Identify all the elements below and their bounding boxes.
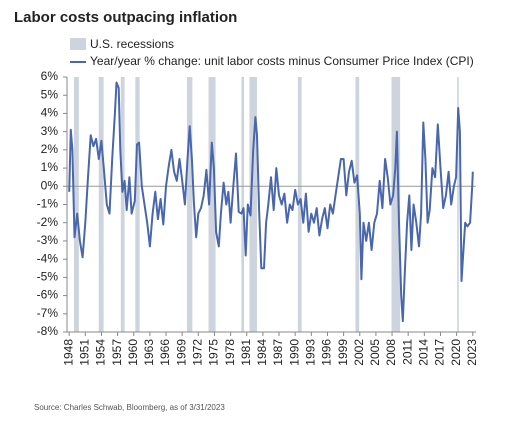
x-tick-label: 1951 (77, 339, 91, 366)
x-tick-label: 1966 (158, 339, 172, 366)
x-tick-label: 2008 (384, 339, 398, 366)
x-tick-label: 1984 (255, 339, 269, 366)
recession-band (297, 77, 302, 332)
y-tick-label: 1% (41, 160, 59, 174)
y-tick-label: 3% (41, 124, 59, 138)
x-tick-label: 2023 (465, 339, 479, 366)
y-tick-label: 6% (41, 69, 59, 83)
x-tick-label: 1969 (174, 339, 188, 366)
x-tick-label: 2020 (449, 339, 463, 366)
x-tick-label: 1990 (287, 339, 301, 366)
recession-band (241, 77, 245, 332)
y-tick-label: 2% (41, 142, 59, 156)
legend-series-label: Year/year % change: unit labor costs min… (90, 54, 474, 68)
recession-band (355, 77, 360, 332)
y-tick-label: -8% (37, 324, 59, 338)
x-tick-label: 1957 (110, 339, 124, 366)
x-tick-label: 1948 (61, 339, 75, 366)
recession-band (187, 77, 193, 332)
x-tick-label: 2005 (368, 339, 382, 366)
x-tick-label: 1954 (94, 339, 108, 366)
y-tick-label: -4% (37, 251, 59, 265)
recession-band (391, 77, 401, 332)
recession-band (135, 77, 140, 332)
y-tick-label: 4% (41, 106, 59, 120)
recession-band (249, 77, 257, 332)
x-tick-label: 2002 (352, 339, 366, 366)
x-tick-label: 1963 (142, 339, 156, 366)
series-line (68, 81, 474, 323)
recession-band (457, 77, 459, 332)
x-tick-label: 1993 (303, 339, 317, 366)
y-tick-label: -6% (37, 288, 59, 302)
chart-title: Labor costs outpacing inflation (14, 9, 237, 26)
x-tick-label: 1978 (223, 339, 237, 366)
x-tick-label: 2017 (433, 339, 447, 366)
recession-band (98, 77, 104, 332)
x-tick-label: 1960 (126, 339, 140, 366)
x-tick-label: 2014 (417, 339, 431, 366)
recession-band (120, 77, 125, 332)
legend-recession-label: U.S. recessions (90, 37, 174, 51)
x-tick-label: 1981 (239, 339, 253, 366)
y-tick-label: -3% (37, 233, 59, 247)
y-tick-label: -1% (37, 197, 59, 211)
y-tick-label: 5% (41, 87, 59, 101)
x-tick-label: 2011 (400, 339, 414, 365)
x-tick-label: 1999 (336, 339, 350, 366)
y-tick-label: 0% (41, 178, 59, 192)
legend-recession-swatch (70, 38, 86, 50)
x-tick-label: 1987 (271, 339, 285, 366)
y-tick-label: -5% (37, 270, 59, 284)
y-tick-label: -7% (37, 306, 59, 320)
y-tick-label: -2% (37, 215, 59, 229)
recession-band (73, 77, 79, 332)
recession-band (208, 77, 216, 332)
x-tick-label: 1972 (190, 339, 204, 366)
source: Source: Charles Schwab, Bloomberg, as of… (34, 403, 225, 412)
x-tick-label: 1975 (207, 339, 221, 366)
x-tick-label: 1996 (320, 339, 334, 366)
